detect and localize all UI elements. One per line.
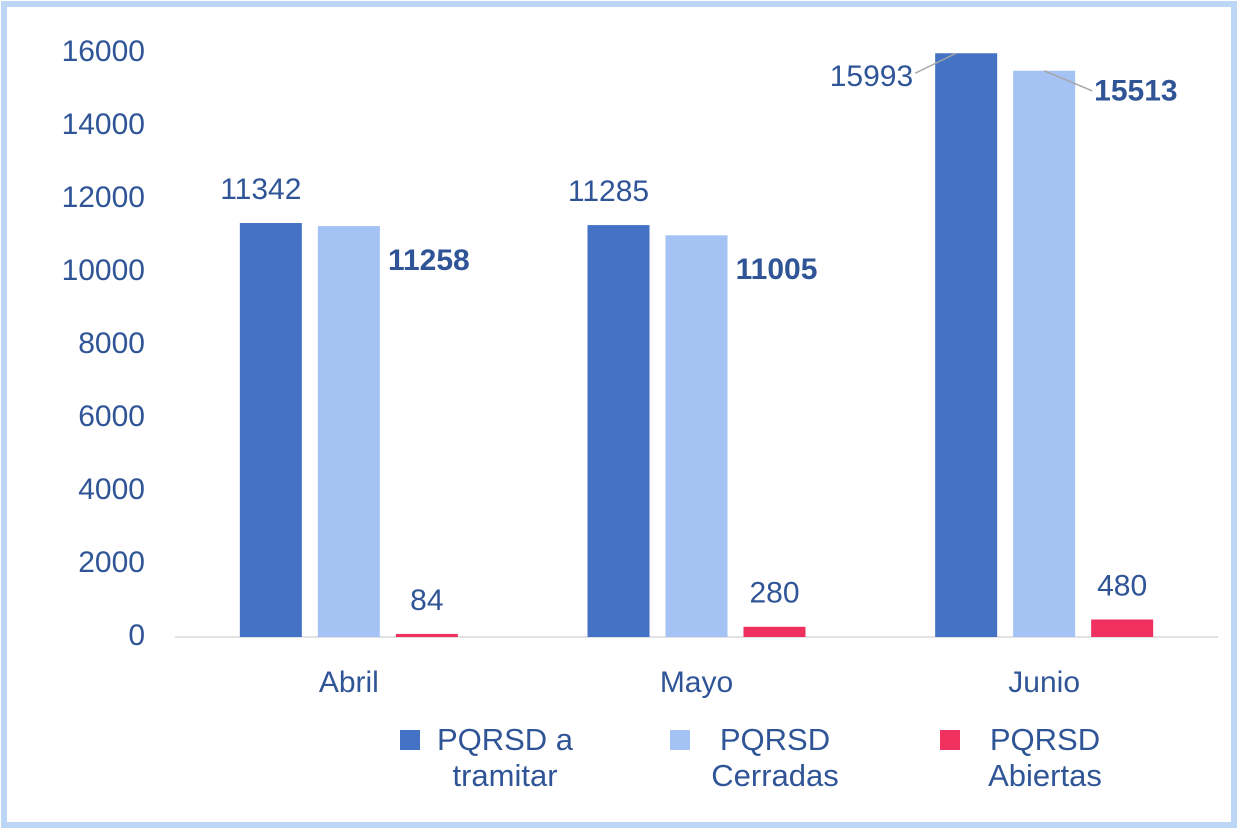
legend-label: PQRSD Abiertas (988, 722, 1102, 793)
bar (1091, 619, 1154, 637)
data-label: 11005 (736, 253, 818, 286)
y-tick-label: 0 (128, 619, 145, 652)
y-tick-label: 8000 (78, 327, 145, 360)
bar (935, 53, 998, 638)
legend: PQRSD a tramitar PQRSD Cerradas PQRSD Abie… (400, 722, 1120, 794)
y-tick-label: 10000 (62, 254, 145, 287)
legend-label: PQRSD a tramitar (436, 722, 574, 793)
legend-item: PQRSD a tramitar (400, 722, 580, 794)
leader-line (914, 52, 957, 74)
data-label: 480 (1097, 569, 1147, 602)
data-label: 84 (410, 584, 443, 617)
y-tick-label: 4000 (78, 473, 145, 506)
x-tick-label: Junio (1008, 666, 1080, 699)
data-label: 11258 (388, 244, 470, 277)
legend-swatch (940, 730, 960, 750)
bar (743, 626, 806, 637)
data-label: 11285 (568, 175, 649, 208)
legend-label: PQRSD Cerradas (711, 722, 839, 793)
legend-item: PQRSD Cerradas (670, 722, 850, 794)
y-tick-label: 16000 (62, 35, 145, 68)
bar (317, 226, 380, 637)
data-label: 15513 (1094, 75, 1177, 108)
data-label: 15993 (830, 60, 913, 93)
x-tick-label: Abril (319, 666, 379, 699)
y-tick-label: 12000 (62, 181, 145, 214)
bar (1013, 70, 1076, 637)
leader-line (1043, 70, 1093, 92)
x-tick-label: Mayo (660, 666, 733, 699)
data-label: 11342 (220, 173, 301, 206)
bar (395, 633, 458, 637)
legend-swatch (400, 730, 420, 750)
data-label: 280 (749, 577, 799, 610)
y-tick-label: 14000 (62, 108, 145, 141)
bar (665, 235, 728, 637)
y-tick-label: 2000 (78, 546, 145, 579)
legend-swatch (670, 730, 690, 750)
bar (239, 223, 302, 637)
legend-item: PQRSD Abiertas (940, 722, 1120, 794)
y-tick-label: 6000 (78, 400, 145, 433)
bar (587, 225, 650, 637)
